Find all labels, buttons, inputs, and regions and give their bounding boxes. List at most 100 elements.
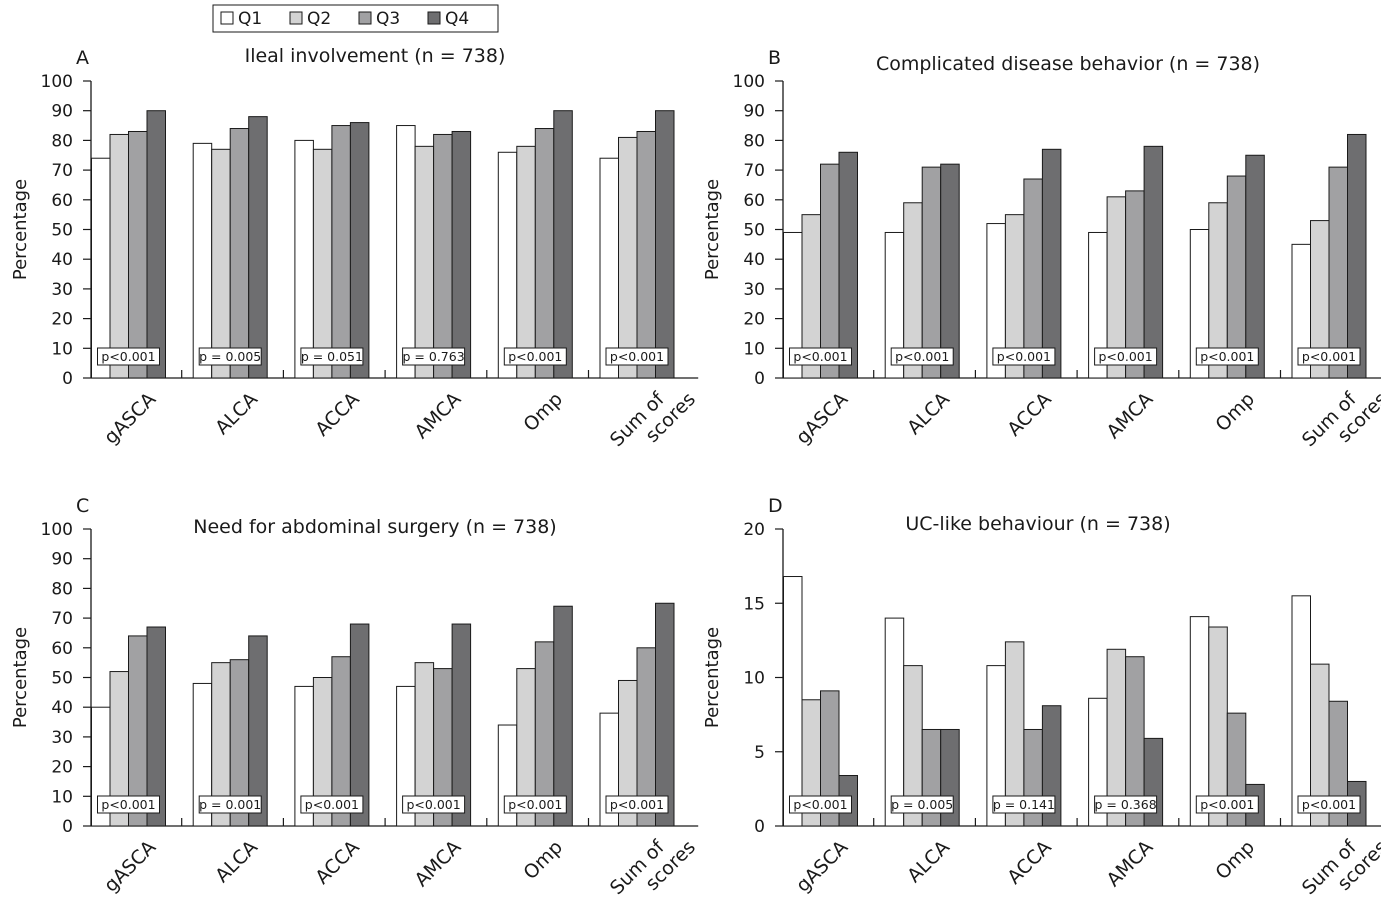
x-tick-label-text: AMCA <box>410 388 465 443</box>
pvalue-label: p<0.001 <box>610 349 664 364</box>
bar-q4-sum-of-scores <box>1347 133 1367 379</box>
bar-q4-sum-of-scores <box>655 110 675 379</box>
y-tick-label: 10 <box>51 787 73 807</box>
pvalue-label: p<0.001 <box>1200 797 1254 812</box>
bar-q3-acca <box>331 125 351 379</box>
y-tick-label: 30 <box>51 728 73 748</box>
legend-label-q1: Q1 <box>238 9 262 29</box>
x-tick-label-text: Omp <box>1211 388 1259 436</box>
chart-panels: A Ileal involvement (n = 738) Percentage 0 1… <box>10 45 1381 899</box>
bar-q1-sum-of-scores <box>599 157 619 379</box>
bar-q2-gasca <box>109 133 129 379</box>
bar-q1-sum-of-scores <box>1291 595 1311 827</box>
y-tick-label: 50 <box>51 669 73 689</box>
pvalue-box <box>1297 347 1361 366</box>
bar-q4-gasca <box>838 151 858 379</box>
pvalue-label: p = 0.005 <box>891 797 953 812</box>
bar-q1-acca <box>294 139 314 379</box>
x-tick-label: ACCA <box>1003 836 1055 888</box>
x-tick-label-text: ACCA <box>311 388 363 440</box>
bar-q4-gasca <box>146 110 166 379</box>
panel-title: Ileal involvement (n = 738) <box>245 45 506 67</box>
pvalue-box <box>300 795 364 814</box>
pvalue-box <box>1297 795 1361 814</box>
bar-q3-amca <box>433 133 453 379</box>
pvalue-label: p<0.001 <box>101 797 155 812</box>
y-tick-label: 20 <box>743 520 765 540</box>
y-tick-label: 20 <box>51 310 73 330</box>
pvalue-box <box>97 795 160 814</box>
pvalue-box <box>1195 795 1259 814</box>
x-tick-label-text: gASCA <box>100 836 160 896</box>
y-tick-label: 10 <box>743 669 765 689</box>
x-tick-label-text: ALCA <box>903 388 954 439</box>
x-tick-label-text: AMCA <box>1102 388 1157 443</box>
panel-letter: D <box>768 495 783 517</box>
bar-q3-sum-of-scores <box>636 130 656 379</box>
y-tick-label: 20 <box>743 310 765 330</box>
x-tick-label: ALCA <box>211 388 262 439</box>
bar-q1-omp <box>497 151 518 379</box>
x-tick-label-text: gASCA <box>792 836 852 896</box>
bar-q1-alca <box>884 617 905 827</box>
pvalue-box <box>1094 795 1158 814</box>
y-axis-label: Percentage <box>702 179 723 280</box>
x-tick-label-text: AMCA <box>410 836 465 891</box>
bar-q4-gasca <box>146 626 166 827</box>
pvalue-box <box>605 347 669 366</box>
y-tick-label: 80 <box>51 579 73 599</box>
x-tick-label-text: ACCA <box>1003 836 1055 888</box>
x-tick-label: Omp <box>1211 836 1259 884</box>
legend-swatch-q2 <box>289 11 303 25</box>
pvalue-box <box>1195 347 1259 366</box>
x-tick-label: Sum ofscores <box>606 387 700 451</box>
y-tick-label: 0 <box>62 817 73 837</box>
y-tick-label: 40 <box>743 250 765 270</box>
panel-a: A Ileal involvement (n = 738) Percentage 0 1… <box>10 45 700 451</box>
bar-q3-gasca <box>820 163 840 379</box>
bar-q3-sum-of-scores <box>1328 166 1348 379</box>
pvalue-label: p<0.001 <box>1098 349 1152 364</box>
bar-q3-omp <box>534 128 555 379</box>
bar-q3-sum-of-scores <box>1328 700 1348 827</box>
legend-label-q2: Q2 <box>307 9 331 29</box>
x-tick-label: AMCA <box>410 836 465 891</box>
panel-letter: A <box>76 47 89 69</box>
y-tick-label: 100 <box>41 72 73 92</box>
legend: Q1 Q2 Q3 Q4 <box>212 4 499 33</box>
y-tick-label: 10 <box>743 339 765 359</box>
x-tick-label: AMCA <box>410 388 465 443</box>
x-tick-label-text: gASCA <box>792 388 852 448</box>
pvalue-label: p<0.001 <box>793 349 847 364</box>
bar-q3-alca <box>229 128 250 379</box>
panel-d: D UC-like behaviour (n = 738) Percentage 0 5… <box>702 495 1381 899</box>
pvalue-label: p<0.001 <box>1302 349 1356 364</box>
pvalue-label: p<0.001 <box>1200 349 1254 364</box>
x-tick-label-text: ALCA <box>211 836 262 887</box>
bar-q4-amca <box>451 623 472 827</box>
bar-q4-alca <box>248 635 268 827</box>
y-tick-label: 90 <box>743 102 765 122</box>
y-tick-label: 60 <box>743 191 765 211</box>
x-tick-label: Sum ofscores <box>1298 387 1381 451</box>
y-tick-label: 5 <box>754 743 765 763</box>
bar-q1-gasca <box>783 576 803 827</box>
x-tick-label: gASCA <box>792 836 852 896</box>
y-tick-label: 80 <box>743 131 765 151</box>
x-tick-label: ALCA <box>211 836 262 887</box>
bar-q1-amca <box>396 125 416 379</box>
x-tick-label-text: Omp <box>519 388 567 436</box>
pvalue-label: p = 0.001 <box>199 797 261 812</box>
bar-q2-amca <box>414 145 435 379</box>
pvalue-box <box>198 795 262 814</box>
pvalue-label: p<0.001 <box>793 797 847 812</box>
y-tick-label: 70 <box>51 609 73 629</box>
panel-c: C Need for abdominal surgery (n = 738) Per… <box>10 495 700 899</box>
y-tick-label: 50 <box>743 221 765 241</box>
bar-q1-gasca <box>91 157 111 379</box>
x-tick-label: gASCA <box>100 836 160 896</box>
panel-b: B Complicated disease behavior (n = 738) P… <box>702 47 1381 451</box>
panel-title: UC-like behaviour (n = 738) <box>905 513 1170 535</box>
x-tick-label: ALCA <box>903 388 954 439</box>
pvalue-box <box>97 347 160 366</box>
